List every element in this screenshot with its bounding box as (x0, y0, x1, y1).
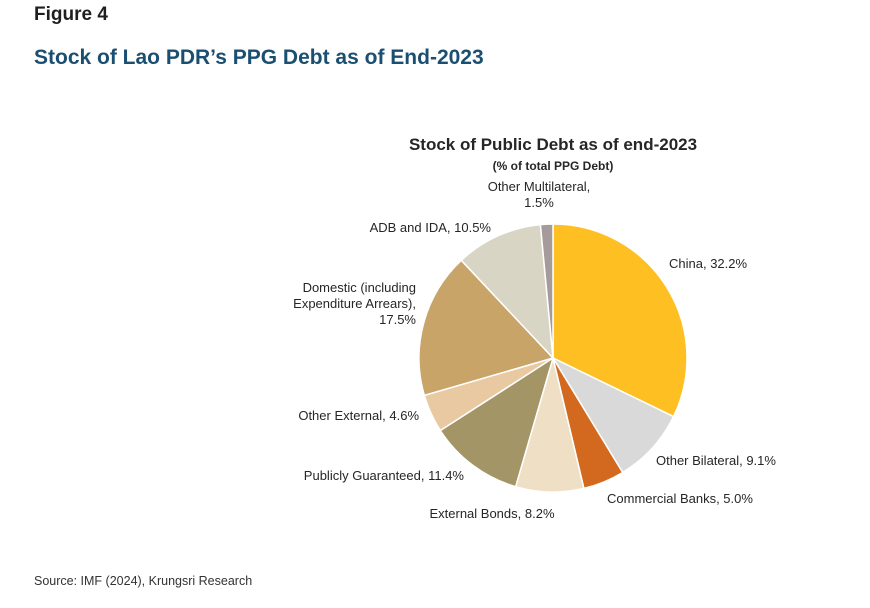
figure-label: Figure 4 (34, 4, 108, 25)
pie-slice-adb-and-ida (460, 223, 554, 361)
pie-slice-other-multilateral (539, 223, 554, 359)
chart-subtitle: (% of total PPG Debt) (493, 159, 614, 173)
slice-labels: China, 32.2% Other Bilateral, 9.1% Commerc… (293, 179, 776, 521)
slice-label-publicly-guaranteed: Publicly Guaranteed, 11.4% (304, 468, 465, 483)
slice-label-adb-and-ida: ADB and IDA, 10.5% (370, 220, 492, 235)
chart-title: Stock of Public Debt as of end-2023 (409, 135, 697, 154)
source-note: Source: IMF (2024), Krungsri Research (34, 574, 253, 588)
slice-label-domestic-including-expenditure-arrears: Domestic (including Expenditure Arrears),… (293, 280, 416, 327)
slice-label-external-bonds: External Bonds, 8.2% (429, 506, 554, 521)
slice-label-china: China, 32.2% (669, 256, 747, 271)
slice-label-commercial-banks: Commercial Banks, 5.0% (607, 491, 753, 506)
slice-label-other-bilateral: Other Bilateral, 9.1% (656, 453, 776, 468)
pie-slice-publicly-guaranteed (439, 356, 555, 488)
pie-slice-domestic-including-expenditure-arrears (418, 259, 555, 397)
slice-label-other-external: Other External, 4.6% (298, 408, 419, 423)
slice-label-other-multilateral: Other Multilateral, 1.5% (488, 179, 591, 210)
pie-slice-china (552, 223, 688, 418)
figure-title: Stock of Lao PDR’s PPG Debt as of End-20… (34, 46, 484, 69)
pie-slices (418, 223, 688, 493)
